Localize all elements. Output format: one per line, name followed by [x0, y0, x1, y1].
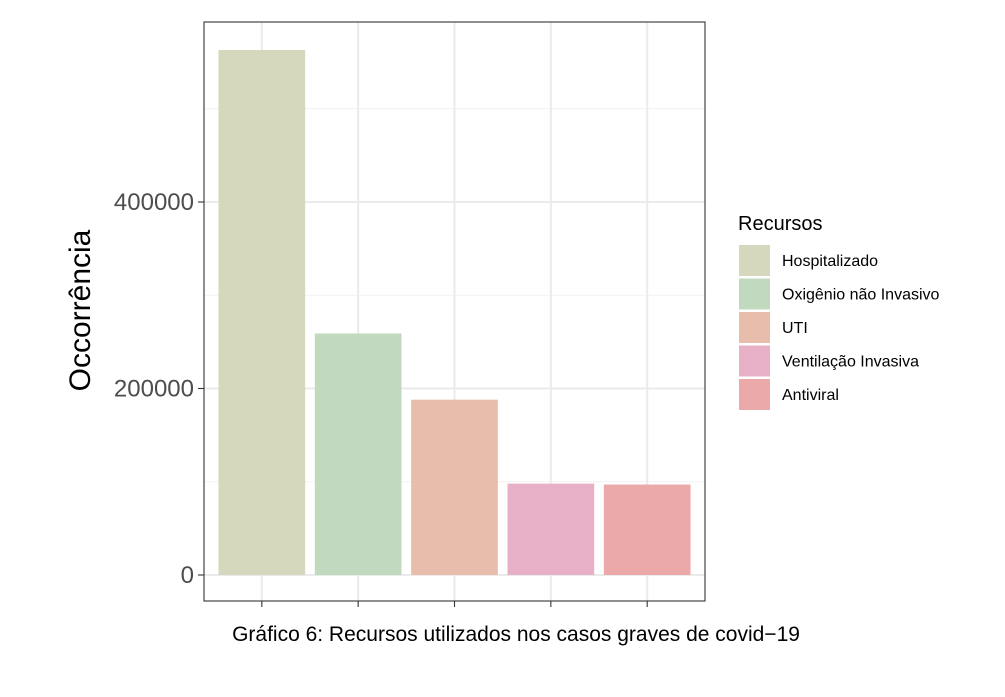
- y-tick-label: 200000: [114, 376, 194, 403]
- legend-label: Oxigênio não Invasivo: [782, 287, 940, 304]
- legend-label: Ventilação Invasiva: [782, 354, 919, 371]
- legend-label: UTI: [782, 320, 808, 337]
- y-tick-label: 400000: [114, 189, 194, 216]
- y-axis-label: Occorrência: [64, 229, 97, 391]
- bars: [218, 50, 691, 575]
- legend-swatch: [739, 245, 770, 276]
- bar-1: [218, 50, 306, 575]
- legend-swatch: [739, 278, 770, 310]
- legend-label: Antiviral: [782, 387, 839, 404]
- y-tick-label: 0: [181, 562, 194, 589]
- legend-label: Hospitalizado: [782, 253, 878, 270]
- legend-swatch: [739, 345, 770, 377]
- bar-3: [411, 399, 498, 575]
- legend-swatch: [739, 379, 770, 410]
- bar-4: [507, 483, 595, 575]
- legend: Recursos Hospitalizado Oxigênio não Invas…: [738, 213, 940, 410]
- legend-swatch: [739, 312, 770, 343]
- bar-2: [314, 333, 402, 575]
- chart-caption: Gráfico 6: Recursos utilizados nos casos…: [232, 623, 800, 646]
- legend-title: Recursos: [738, 213, 822, 235]
- y-axis: 0 200000 400000: [114, 189, 648, 607]
- bar-5: [603, 484, 691, 575]
